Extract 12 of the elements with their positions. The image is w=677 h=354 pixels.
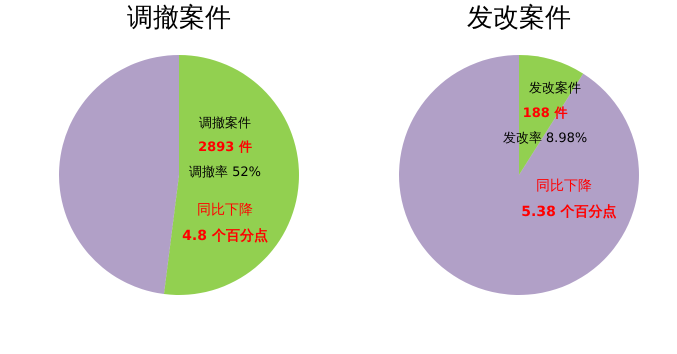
text: 同比下降 xyxy=(197,202,253,218)
text: 调撤案件 xyxy=(199,115,251,131)
text: 2893 件 xyxy=(198,140,252,155)
pie-slice xyxy=(59,55,179,294)
pie-slice xyxy=(399,55,639,295)
text: 调撤率 52% xyxy=(188,164,262,180)
text: 同比下降 xyxy=(536,178,592,194)
text: 4.8 个百分点 xyxy=(182,228,268,244)
chart-title: 调撤案件 xyxy=(127,3,231,33)
pie-slice xyxy=(164,55,299,295)
chart-title: 发改案件 xyxy=(467,3,571,33)
text: 5.38 个百分点 xyxy=(521,204,617,220)
